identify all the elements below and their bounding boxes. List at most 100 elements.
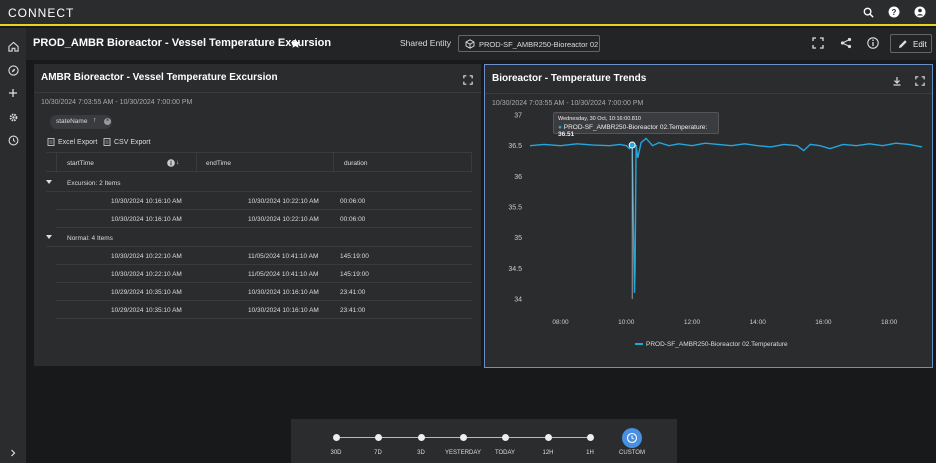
time-range-label[interactable]: 7D bbox=[374, 450, 382, 456]
column-info-icon[interactable] bbox=[167, 159, 175, 167]
collapse-caret-icon[interactable] bbox=[46, 235, 52, 239]
cell-endtime: 10/30/2024 10:22:10 AM bbox=[248, 216, 319, 223]
y-tick-label: 36.5 bbox=[508, 143, 522, 150]
chart-legend[interactable]: PROD-SF_AMBR250-Bioreactor 02.Temperatur… bbox=[635, 341, 788, 348]
download-icon[interactable] bbox=[892, 73, 902, 91]
excursion-table-panel: AMBR Bioreactor - Vessel Temperature Exc… bbox=[34, 64, 481, 366]
edit-button[interactable]: Edit bbox=[890, 34, 932, 53]
remove-chip-icon[interactable]: × bbox=[104, 118, 111, 125]
chart-tooltip: Wednesday, 30 Oct, 10:16:00.810 ● PROD-S… bbox=[553, 112, 719, 138]
time-range-option-dot[interactable] bbox=[374, 434, 382, 441]
share-icon[interactable] bbox=[840, 36, 852, 54]
table-row[interactable]: 10/29/2024 10:35:10 AM 10/30/2024 10:16:… bbox=[56, 301, 472, 319]
group-row-excursion[interactable]: Excursion: 2 Items bbox=[46, 174, 472, 192]
table-row[interactable]: 10/30/2024 10:16:10 AM 10/30/2024 10:22:… bbox=[56, 210, 472, 228]
table-row[interactable]: 10/30/2024 10:16:10 AM 10/30/2024 10:22:… bbox=[56, 192, 472, 210]
column-header-duration[interactable]: duration bbox=[344, 160, 368, 167]
csv-export-button[interactable]: CSV Export bbox=[103, 138, 151, 146]
account-icon[interactable] bbox=[912, 4, 928, 20]
temperature-chart[interactable]: 37 36.5 36 35.5 35 34.5 34 08:00 10:00 12:00 14:00… bbox=[485, 105, 932, 355]
favorite-star-icon[interactable] bbox=[290, 36, 301, 54]
tooltip-date: Wednesday, 30 Oct, 10:16:00.810 bbox=[558, 116, 641, 122]
history-icon[interactable] bbox=[5, 132, 21, 148]
y-tick-label: 37 bbox=[514, 113, 522, 120]
search-icon[interactable] bbox=[860, 4, 876, 20]
time-range-label[interactable]: TODAY bbox=[494, 450, 516, 456]
excel-export-label: Excel Export bbox=[58, 138, 98, 146]
sort-desc-icon[interactable]: ↓ bbox=[176, 159, 180, 166]
cell-starttime: 10/30/2024 10:22:10 AM bbox=[111, 253, 182, 260]
time-range-option-dot[interactable] bbox=[544, 434, 552, 441]
time-range-option-dot[interactable] bbox=[501, 434, 509, 441]
expand-sidebar-icon[interactable] bbox=[5, 445, 21, 461]
group-by-chip[interactable]: stateName ↑ × bbox=[50, 115, 112, 129]
cell-endtime: 10/30/2024 10:16:10 AM bbox=[248, 307, 319, 314]
time-range-label[interactable]: 12H bbox=[542, 450, 554, 456]
cell-duration: 23:41:00 bbox=[340, 289, 366, 296]
table-row[interactable]: 10/30/2024 10:22:10 AM 11/05/2024 10:41:… bbox=[56, 247, 472, 265]
column-header-endtime[interactable]: endTime bbox=[206, 160, 232, 167]
time-range-label[interactable]: 1H bbox=[586, 450, 594, 456]
app-logo[interactable]: CONNECT bbox=[8, 6, 75, 20]
file-icon bbox=[47, 138, 55, 146]
cell-duration: 145:19:00 bbox=[340, 253, 369, 260]
time-range-option-dot[interactable] bbox=[459, 434, 467, 441]
group-label: Excursion: 2 Items bbox=[67, 180, 121, 187]
x-tick-label: 16:00 bbox=[815, 319, 832, 326]
settings-icon[interactable] bbox=[5, 109, 21, 125]
y-tick-label: 36 bbox=[514, 174, 522, 181]
column-separator bbox=[471, 153, 472, 173]
cell-duration: 145:19:00 bbox=[340, 271, 369, 278]
time-range-option-dot[interactable] bbox=[417, 434, 425, 441]
x-tick-label: 14:00 bbox=[750, 319, 767, 326]
column-separator bbox=[196, 153, 197, 173]
collapse-caret-icon[interactable] bbox=[46, 180, 52, 184]
sidebar bbox=[0, 28, 26, 463]
excel-export-button[interactable]: Excel Export bbox=[47, 138, 97, 146]
cell-endtime: 10/30/2024 10:16:10 AM bbox=[248, 289, 319, 296]
top-bar: CONNECT ? bbox=[0, 0, 936, 26]
time-range-label[interactable]: 30D bbox=[330, 450, 342, 456]
time-range-label[interactable]: YESTERDAY bbox=[445, 450, 481, 456]
panel-fullscreen-icon[interactable] bbox=[463, 72, 473, 90]
pencil-icon bbox=[899, 40, 907, 48]
group-row-normal[interactable]: Normal: 4 Items bbox=[46, 229, 472, 247]
svg-text:?: ? bbox=[892, 8, 897, 17]
top-icons: ? bbox=[860, 4, 928, 20]
panel-fullscreen-icon[interactable] bbox=[915, 73, 925, 91]
cell-duration: 00:06:00 bbox=[340, 216, 366, 223]
y-tick-label: 34 bbox=[514, 297, 522, 304]
tooltip-series-line: ● PROD-SF_AMBR250-Bioreactor 02.Temperat… bbox=[558, 124, 718, 138]
page-title: PROD_AMBR Bioreactor - Vessel Temperatur… bbox=[33, 37, 332, 49]
legend-label: PROD-SF_AMBR250-Bioreactor 02.Temperatur… bbox=[646, 341, 788, 348]
info-icon[interactable] bbox=[867, 36, 879, 54]
fullscreen-icon[interactable] bbox=[812, 36, 824, 54]
add-icon[interactable] bbox=[5, 85, 21, 101]
time-range-option-dot[interactable] bbox=[332, 434, 340, 441]
cell-starttime: 10/29/2024 10:35:10 AM bbox=[111, 307, 182, 314]
time-range-option-dot[interactable] bbox=[586, 434, 594, 441]
cell-starttime: 10/30/2024 10:22:10 AM bbox=[111, 271, 182, 278]
home-icon[interactable] bbox=[5, 38, 21, 54]
y-tick-label: 35.5 bbox=[508, 205, 522, 212]
chart-panel-title: Bioreactor - Temperature Trends bbox=[492, 73, 647, 84]
tooltip-dot-icon: ● bbox=[558, 124, 562, 131]
time-range-label[interactable]: 3D bbox=[417, 450, 425, 456]
edit-label: Edit bbox=[913, 40, 927, 49]
tooltip-series: PROD-SF_AMBR250-Bioreactor 02.Temperatur… bbox=[563, 124, 708, 131]
y-tick-label: 35 bbox=[514, 235, 522, 242]
hover-point bbox=[628, 141, 636, 149]
cell-endtime: 10/30/2024 10:22:10 AM bbox=[248, 198, 319, 205]
entity-selector[interactable]: PROD-SF_AMBR250-Bioreactor 02 bbox=[458, 35, 600, 52]
table-row[interactable]: 10/29/2024 10:35:10 AM 10/30/2024 10:16:… bbox=[56, 283, 472, 301]
sort-asc-icon[interactable]: ↑ bbox=[93, 117, 97, 124]
time-range-label[interactable]: CUSTOM bbox=[619, 450, 645, 456]
help-icon[interactable]: ? bbox=[886, 4, 902, 20]
group-label: Normal: 4 Items bbox=[67, 235, 113, 242]
column-header-starttime[interactable]: startTime bbox=[67, 160, 94, 167]
compass-icon[interactable] bbox=[5, 62, 21, 78]
table-row[interactable]: 10/30/2024 10:22:10 AM 11/05/2024 10:41:… bbox=[56, 265, 472, 283]
column-separator bbox=[333, 153, 334, 173]
custom-range-clock-icon[interactable] bbox=[622, 428, 642, 448]
tooltip-value: 36.51 bbox=[558, 131, 575, 138]
